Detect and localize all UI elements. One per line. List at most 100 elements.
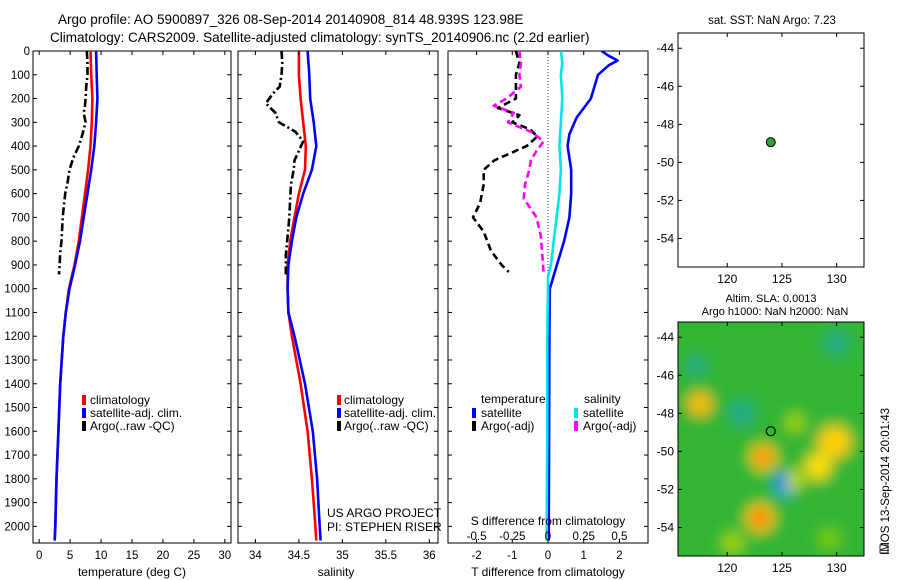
map-y-tick-label: -54 <box>657 520 675 534</box>
project-credit-line2: PI: STEPHEN RISER <box>327 520 442 534</box>
sla-blob-warm <box>687 391 712 416</box>
depth-tick-label: 200 <box>11 94 30 106</box>
difference-xlabel: T difference from climatology <box>471 565 625 579</box>
difference-legend-s-satellite: satellite <box>583 406 624 420</box>
sla-blob-cool <box>686 355 707 376</box>
depth-tick-label: 1300 <box>4 355 30 367</box>
difference-legend: temperature salinity satellite Argo(-adj… <box>472 392 636 433</box>
temperature-xlabel: temperature (deg C) <box>78 565 186 579</box>
depth-tick-label: 1500 <box>4 403 30 415</box>
sla-blob-warm <box>721 531 744 554</box>
map-y-tick-label: -54 <box>657 231 675 245</box>
depth-tick-label: 1200 <box>4 331 30 343</box>
difference-legend-salinity-header: salinity <box>584 392 621 406</box>
depth-tick-label: 2000 <box>4 521 30 533</box>
location-map-marks <box>765 137 776 148</box>
difference-legend-t-argo: Argo(-adj) <box>481 419 534 433</box>
sla-field <box>678 322 864 556</box>
salinity-legend-argo: Argo(..raw -QC) <box>344 419 429 433</box>
legend-swatch-satellite <box>337 408 341 418</box>
map-y-tick-label: -44 <box>657 41 675 55</box>
s-diff-tick-label: 0.5 <box>611 531 627 543</box>
sla-blob-cool <box>824 330 849 355</box>
map-y-tick-label: -48 <box>657 117 675 131</box>
sla-blob-warm <box>785 412 805 433</box>
x-tick-label: 35 <box>336 550 349 562</box>
x-tick-label: 1 <box>581 550 587 562</box>
x-tick-label: 34.5 <box>288 550 310 562</box>
sla-blob-cool <box>775 473 789 487</box>
figure-title-line2: Climatology: CARS2009. Satellite-adjuste… <box>50 30 590 45</box>
temperature-panel-frame <box>32 50 232 544</box>
depth-tick-label: 800 <box>11 236 30 248</box>
side-stamp-box-icon <box>879 544 889 554</box>
legend-swatch-t-satellite <box>472 408 476 418</box>
difference-legend-s-argo: Argo(-adj) <box>583 419 636 433</box>
sla-map-marks <box>765 426 776 437</box>
s-diff-tick-label: -0.5 <box>467 531 487 543</box>
depth-tick-label: 1600 <box>4 426 30 438</box>
sla-map-frame <box>677 321 865 557</box>
axes-ticks: 0100200300400500600700800900100011001200… <box>4 33 864 575</box>
location-map-title: sat. SST: NaN Argo: 7.23 <box>708 15 836 27</box>
series-salinity-satellite <box>545 51 564 541</box>
map-x-tick-label: 130 <box>827 561 847 575</box>
s-diff-tick-label: 0.25 <box>573 531 595 543</box>
depth-tick-label: 500 <box>11 165 30 177</box>
legend-swatch-argo <box>337 421 341 431</box>
map-x-tick-label: 120 <box>717 561 737 575</box>
sla-blob-warm <box>818 425 851 459</box>
x-tick-label: 30 <box>218 550 231 562</box>
series-temperature-argo-adj- <box>471 51 539 273</box>
depth-tick-label: 1900 <box>4 498 30 510</box>
temperature-series <box>53 51 99 541</box>
x-tick-label: 15 <box>126 550 139 562</box>
map-y-tick-label: -50 <box>657 444 675 458</box>
depth-tick-label: 400 <box>11 141 30 153</box>
temperature-legend-argo: Argo(..raw -QC) <box>90 419 175 433</box>
legend-swatch-s-satellite <box>574 408 578 418</box>
side-stamp: IMOS 13-Sep-2014 20:01:43 <box>880 408 892 555</box>
map-x-tick-label: 125 <box>772 561 792 575</box>
map-x-tick-label: 130 <box>827 272 847 286</box>
legend-swatch-climatology <box>82 395 86 405</box>
series-argo-raw-qc- <box>57 51 89 275</box>
x-tick-label: -2 <box>471 550 481 562</box>
sla-blob-warm <box>818 527 840 550</box>
sla-map-title-line2: Argo h1000: NaN h2000: NaN <box>702 306 849 318</box>
salinity-xlabel: salinity <box>318 565 355 579</box>
map-x-tick-label: 125 <box>772 272 792 286</box>
sla-blob-cool <box>728 400 755 427</box>
temperature-legend-satellite: satellite-adj. clim. <box>90 406 182 420</box>
salinity-legend-climatology: climatology <box>344 393 404 407</box>
salinity-legend: climatology satellite-adj. clim. Argo(..… <box>337 393 436 433</box>
sla-heatmap <box>678 322 864 556</box>
legend-swatch-s-argo <box>574 421 578 431</box>
depth-tick-label: 1100 <box>5 307 30 319</box>
x-tick-label: -1 <box>507 550 517 562</box>
depth-tick-label: 1400 <box>4 379 30 391</box>
x-tick-label: 36 <box>423 550 436 562</box>
x-tick-label: 5 <box>67 550 73 562</box>
difference-top-xlabel: S difference from climatology <box>471 514 626 528</box>
salinity-panel-frame <box>237 50 439 544</box>
salinity-legend-satellite: satellite-adj. clim. <box>344 406 436 420</box>
s-diff-tick-label: -0.25 <box>499 531 525 543</box>
x-tick-label: 10 <box>95 550 108 562</box>
difference-legend-t-satellite: satellite <box>481 406 522 420</box>
sla-blob-warm <box>783 470 803 490</box>
depth-tick-label: 900 <box>11 260 30 272</box>
figure-title-line1: Argo profile: AO 5900897_326 08-Sep-2014… <box>58 12 523 27</box>
map-y-tick-label: -46 <box>657 79 675 93</box>
series-satellite-adj-clim- <box>286 51 322 541</box>
series-climatology <box>286 51 318 541</box>
map-y-tick-label: -52 <box>657 482 675 496</box>
sla-blob-warm <box>804 453 832 480</box>
map-y-tick-label: -46 <box>657 368 675 382</box>
map-y-tick-label: -48 <box>657 406 675 420</box>
legend-swatch-satellite <box>82 408 86 418</box>
location-map-frame <box>677 32 865 268</box>
difference-series <box>471 51 619 543</box>
s-diff-tick-label: 0 <box>545 531 551 543</box>
